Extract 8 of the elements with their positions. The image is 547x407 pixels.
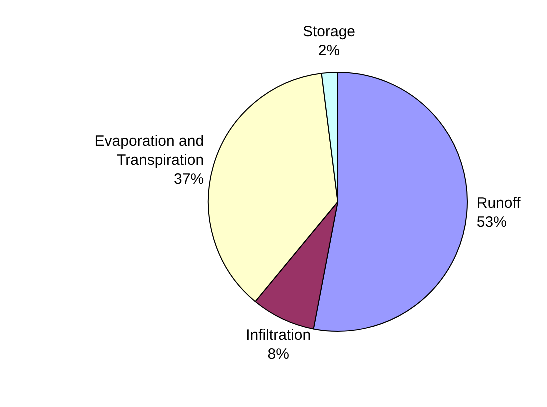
- data-label: 37%: [174, 171, 204, 188]
- slice-label: Evaporation and Transpiration: [94, 133, 204, 170]
- data-label: 53%: [476, 214, 507, 231]
- data-label: 2%: [318, 42, 340, 60]
- data-label: 8%: [268, 346, 290, 363]
- slice-label: Runoff: [476, 194, 522, 212]
- slice-label: Infiltration: [246, 326, 312, 344]
- slice-label: Storage: [302, 23, 356, 40]
